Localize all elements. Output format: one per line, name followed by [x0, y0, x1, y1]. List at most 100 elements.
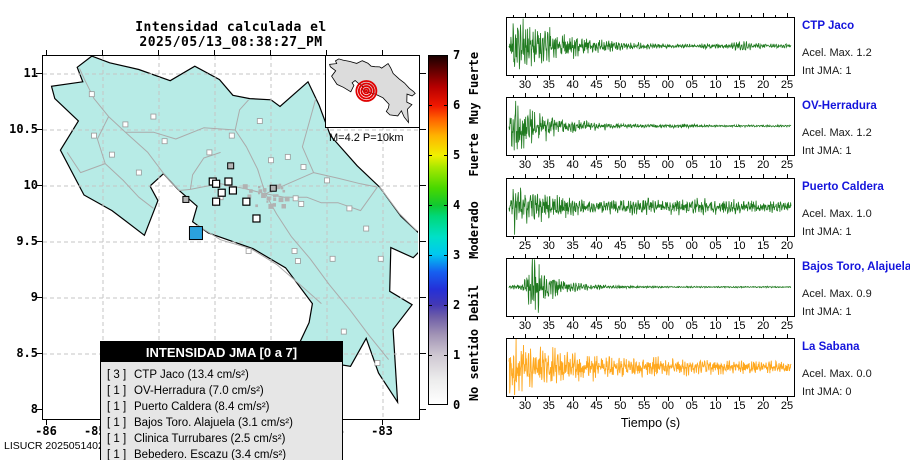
seismogram-tick-label: 15 — [733, 400, 746, 412]
seismogram-tick-bottom — [572, 76, 574, 80]
seismogram-minortick-top — [584, 176, 586, 178]
seismogram-tick-bottom — [667, 397, 669, 401]
seismogram-tick-bottom — [596, 397, 598, 401]
seismogram-minortick-bottom — [632, 237, 634, 239]
seismogram-minortick-bottom — [513, 156, 515, 158]
seismogram-tick-bottom — [620, 76, 622, 80]
seismogram-minortick-top — [775, 95, 777, 97]
waveform-path — [508, 337, 792, 397]
station-marker-white — [88, 91, 95, 98]
waveform-path — [508, 187, 792, 235]
waveform-path — [508, 18, 792, 70]
stations-not-felt — [88, 91, 384, 366]
seismogram-tick-top — [572, 254, 574, 258]
epicenter-ring — [362, 87, 370, 95]
seismogram-minortick-top — [584, 95, 586, 97]
station-name: La Sabana — [802, 341, 860, 353]
seismogram-tick-bottom — [596, 156, 598, 160]
y-axis-tick-right — [420, 297, 426, 298]
legend-station-label: Clinica Turrubares (2.5 cm/s²) — [134, 433, 286, 445]
colorbar-notch — [428, 205, 432, 206]
legend-station-label: CTP Jaco (13.4 cm/s²) — [134, 369, 249, 381]
seismogram-minortick-bottom — [608, 237, 610, 239]
x-axis-tick-top — [382, 50, 383, 56]
seismogram-tick-bottom — [739, 237, 741, 241]
seismogram-tick-bottom — [739, 156, 741, 160]
seismogram-minortick-top — [584, 256, 586, 258]
seismogram-minortick-bottom — [679, 237, 681, 239]
y-axis-tick — [36, 297, 42, 298]
colorbar-tick-label: 2 — [453, 298, 461, 312]
seismogram-tick-label: 00 — [661, 400, 675, 412]
seismogram-tick-top — [691, 93, 693, 97]
seismogram-tick-label: 30 — [518, 79, 532, 91]
seismogram-minortick-top — [536, 336, 538, 338]
seismogram-tick-label: 00 — [661, 320, 675, 332]
seismogram-tick-label: 50 — [637, 240, 651, 252]
station-marker-white — [206, 149, 213, 156]
seismogram-tick-bottom — [691, 76, 693, 80]
seismogram-minortick-bottom — [679, 317, 681, 319]
seismogram-minortick-bottom — [727, 397, 729, 399]
y-axis-tick-right — [420, 241, 426, 242]
road-line — [265, 186, 378, 212]
seismogram-tick-label: 25 — [780, 320, 794, 332]
seismogram-tick-bottom — [739, 76, 741, 80]
legend-station-label: Puerto Caldera (8.4 cm/s²) — [134, 401, 270, 413]
y-axis-tick-right — [420, 185, 426, 186]
seismogram-minortick-bottom — [727, 237, 729, 239]
seismogram-tick-label: 45 — [590, 320, 603, 332]
station-max-acceleration: Acel. Max. 1.0 — [802, 208, 872, 220]
seismogram-tick-bottom — [715, 317, 717, 321]
seismogram-tick-bottom — [596, 76, 598, 80]
seismogram-tick-bottom — [715, 76, 717, 80]
colorbar-notch — [428, 305, 432, 306]
seismogram-tick-label: 30 — [518, 400, 532, 412]
y-axis-tick — [36, 185, 42, 186]
seismogram-tick-top — [763, 254, 765, 258]
seismogram-trace-svg — [508, 187, 792, 235]
seismogram-tick-top — [525, 254, 526, 258]
seismogram-tick-bottom — [572, 156, 574, 160]
seismogram-tick-bottom — [620, 156, 622, 160]
map-title: Intensidad calculada el 2025/05/13_08:38… — [135, 20, 327, 50]
seismogram-tick-top — [787, 174, 789, 178]
colorbar-notch — [444, 155, 448, 156]
station-name: CTP Jaco — [802, 20, 855, 32]
seismogram-minortick-bottom — [679, 156, 681, 158]
seismogram-minortick-bottom — [536, 156, 538, 158]
seismogram-minortick-bottom — [560, 237, 562, 239]
seismogram-minortick-bottom — [751, 317, 753, 319]
seismogram-tick-top — [548, 334, 550, 338]
seismogram-tick-bottom — [739, 397, 741, 401]
seismogram-minortick-top — [536, 15, 538, 17]
seismogram-tick-top — [644, 254, 646, 258]
station-marker-white — [245, 248, 252, 254]
station-jma-intensity: Int JMA: 1 — [802, 306, 852, 318]
seismogram-tick-top — [548, 174, 550, 178]
seismogram-tick-bottom — [548, 156, 550, 160]
seismogram-minortick-bottom — [751, 237, 753, 239]
station-marker-white — [340, 328, 347, 335]
seismogram-tick-top — [667, 254, 669, 258]
seismogram-minortick-bottom — [536, 76, 538, 78]
urban-pixel — [255, 204, 258, 208]
road-line — [79, 68, 180, 191]
epicenter-center — [365, 89, 368, 93]
urban-pixel — [262, 188, 267, 192]
seismogram-tick-top — [787, 93, 789, 97]
urban-area — [242, 183, 290, 209]
seismogram-tick-bottom — [667, 76, 669, 80]
seismogram-minortick-top — [632, 176, 634, 178]
seismogram-tick-bottom — [572, 397, 574, 401]
seismogram-minortick-top — [679, 336, 681, 338]
intensity-legend: INTENSIDAD JMA [0 a 7] [ 3 ] CTP Jaco (13… — [100, 341, 343, 460]
colorbar-notch — [428, 155, 432, 156]
legend-row: [ 1 ] OV-Herradura (7.0 cm/s²) — [107, 383, 336, 399]
seismogram-minortick-top — [536, 256, 538, 258]
seismogram-tick-label: 45 — [590, 159, 603, 171]
y-axis-tick-label: 8 — [30, 402, 38, 416]
seismogram-box — [506, 257, 795, 317]
x-axis-tick-label: -86 — [35, 424, 57, 438]
